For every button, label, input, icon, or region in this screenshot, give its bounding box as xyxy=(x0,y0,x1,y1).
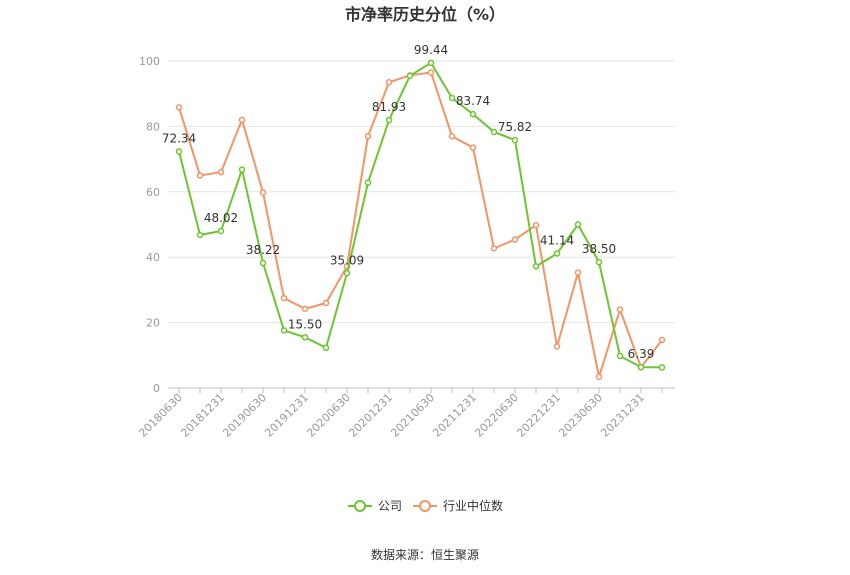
data-label: 6.39 xyxy=(628,347,655,361)
data-point[interactable] xyxy=(595,258,603,266)
y-axis: 0 20 40 60 80 100 xyxy=(139,55,160,395)
data-point[interactable] xyxy=(175,148,183,155)
data-point[interactable] xyxy=(217,227,225,235)
data-point[interactable] xyxy=(196,172,204,179)
y-tick-label: 80 xyxy=(146,120,160,133)
data-label: 83.74 xyxy=(456,94,490,108)
data-point[interactable] xyxy=(658,336,666,344)
data-point[interactable] xyxy=(175,104,183,111)
data-point[interactable] xyxy=(343,270,351,277)
data-label: 35.09 xyxy=(330,253,364,267)
data-point[interactable] xyxy=(658,364,666,371)
data-point[interactable] xyxy=(322,299,330,307)
legend-item-industry[interactable]: 行业中位数 xyxy=(413,498,503,513)
x-tick-label: 20191231 xyxy=(262,391,311,440)
x-tick-label: 20210630 xyxy=(388,391,437,440)
x-tick-label: 20180630 xyxy=(136,391,185,440)
data-labels: 72.34 48.02 38.22 15.50 35.09 81.93 99.44 83.74… xyxy=(162,43,655,361)
grid xyxy=(168,60,675,324)
data-point[interactable] xyxy=(469,144,477,151)
y-tick-label: 60 xyxy=(146,186,160,199)
data-point[interactable] xyxy=(448,94,456,102)
data-point[interactable] xyxy=(385,79,393,86)
data-point[interactable] xyxy=(301,334,309,341)
data-label: 38.22 xyxy=(246,243,280,257)
x-tick-label: 20190630 xyxy=(220,391,269,440)
data-point[interactable] xyxy=(259,259,267,267)
data-label: 48.02 xyxy=(204,211,238,225)
data-point[interactable] xyxy=(532,263,540,270)
x-tick-label: 20221231 xyxy=(514,391,563,440)
data-point[interactable] xyxy=(238,116,246,124)
legend[interactable]: 公司 行业中位数 xyxy=(348,498,503,513)
data-point[interactable] xyxy=(448,132,456,140)
y-tick-label: 100 xyxy=(139,55,160,68)
x-tick-label: 20201231 xyxy=(346,391,395,440)
data-point[interactable] xyxy=(427,59,435,67)
data-point[interactable] xyxy=(217,168,225,176)
data-point[interactable] xyxy=(259,189,267,196)
series-line xyxy=(178,71,663,378)
data-point[interactable] xyxy=(574,269,582,276)
data-source: 数据来源：恒生聚源 xyxy=(371,547,479,562)
data-point[interactable] xyxy=(511,136,519,144)
data-point[interactable] xyxy=(301,305,309,313)
data-point[interactable] xyxy=(469,110,477,118)
data-label: 81.93 xyxy=(372,100,406,114)
data-point[interactable] xyxy=(364,132,372,140)
data-label: 41.14 xyxy=(540,233,574,247)
legend-industry-label: 行业中位数 xyxy=(443,498,503,513)
data-label: 38.50 xyxy=(582,242,616,256)
x-axis: 2018063020181231201906302019123120200630… xyxy=(136,387,675,440)
data-point[interactable] xyxy=(427,69,435,76)
data-point[interactable] xyxy=(616,352,624,360)
data-point[interactable] xyxy=(511,236,519,243)
data-label: 15.50 xyxy=(288,317,322,331)
y-tick-label: 0 xyxy=(153,382,160,395)
legend-industry-marker xyxy=(419,500,431,512)
y-tick-label: 20 xyxy=(146,317,160,330)
x-tick-label: 20231231 xyxy=(598,391,647,440)
series-layer xyxy=(175,59,666,381)
data-point[interactable] xyxy=(280,327,288,334)
x-tick-label: 20211231 xyxy=(430,391,479,440)
data-point[interactable] xyxy=(637,363,645,371)
data-point[interactable] xyxy=(532,221,540,229)
x-tick-label: 20220630 xyxy=(472,391,521,440)
data-point[interactable] xyxy=(385,116,393,124)
data-point[interactable] xyxy=(490,128,498,136)
series-line xyxy=(178,61,663,369)
data-point[interactable] xyxy=(553,343,561,350)
data-point[interactable] xyxy=(553,250,561,257)
data-label: 72.34 xyxy=(162,131,196,145)
x-tick-label: 20181231 xyxy=(178,391,227,440)
data-point[interactable] xyxy=(238,166,246,173)
data-label: 75.82 xyxy=(498,120,532,134)
x-tick-label: 20230630 xyxy=(556,391,605,440)
x-tick-label: 20200630 xyxy=(304,391,353,440)
chart-title: 市净率历史分位（%） xyxy=(345,5,505,24)
data-point[interactable] xyxy=(490,245,498,252)
legend-item-company[interactable]: 公司 xyxy=(348,499,402,513)
data-point[interactable] xyxy=(322,344,330,352)
legend-company-marker xyxy=(354,500,366,512)
data-point[interactable] xyxy=(406,72,414,79)
data-point[interactable] xyxy=(280,294,288,302)
data-point[interactable] xyxy=(595,373,603,381)
data-label: 99.44 xyxy=(414,43,448,57)
data-point[interactable] xyxy=(196,231,204,239)
y-tick-label: 40 xyxy=(146,251,160,264)
data-point[interactable] xyxy=(364,179,372,186)
data-point[interactable] xyxy=(616,306,624,313)
data-point[interactable] xyxy=(574,221,582,228)
legend-company-label: 公司 xyxy=(378,499,402,513)
